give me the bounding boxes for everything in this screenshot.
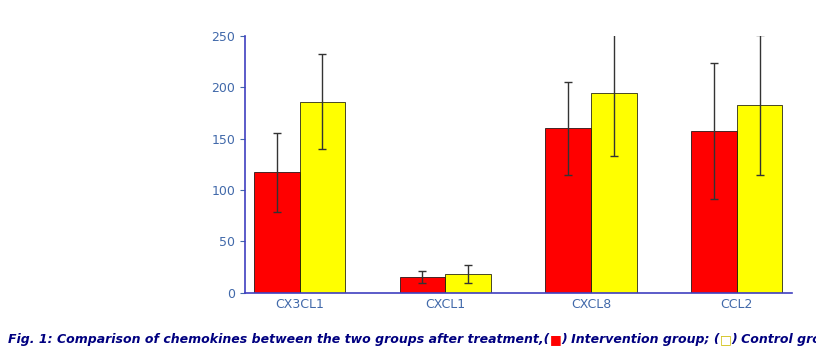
Bar bbox=[691, 131, 737, 293]
Bar bbox=[400, 277, 446, 293]
Bar bbox=[299, 101, 345, 293]
Bar bbox=[591, 93, 636, 293]
Bar bbox=[545, 128, 591, 293]
Text: □: □ bbox=[720, 333, 732, 346]
Text: ) Control group: ) Control group bbox=[732, 333, 816, 346]
Text: Fig. 1: Comparison of chemokines between the two groups after treatment,(: Fig. 1: Comparison of chemokines between… bbox=[8, 333, 549, 346]
Bar bbox=[254, 172, 299, 293]
Text: ■: ■ bbox=[549, 333, 561, 346]
Text: ) Intervention group; (: ) Intervention group; ( bbox=[561, 333, 720, 346]
Bar bbox=[446, 274, 491, 293]
Bar bbox=[737, 105, 783, 293]
